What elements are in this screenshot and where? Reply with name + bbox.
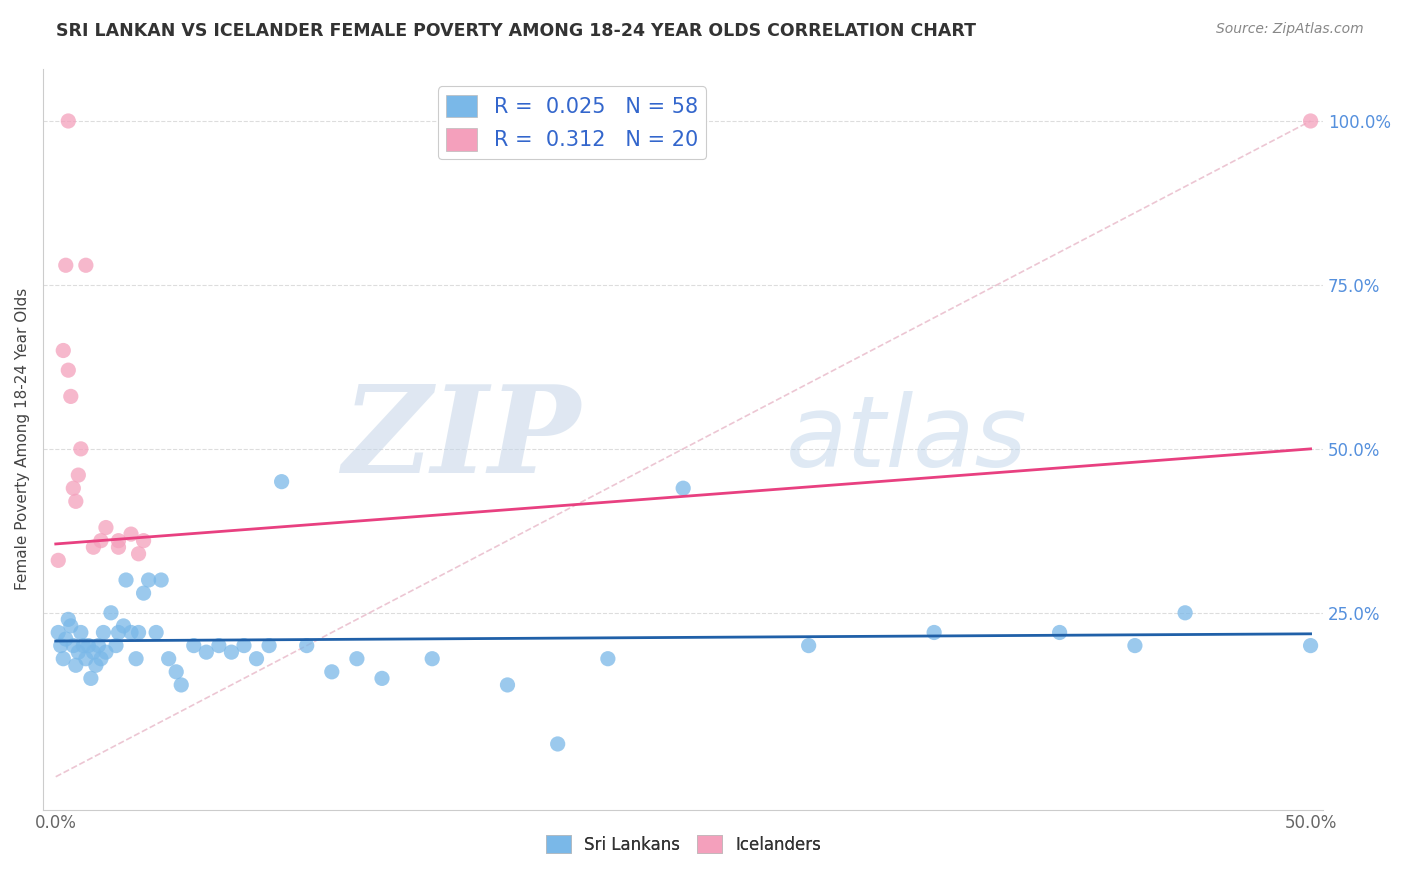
Point	[90, 651, 112, 665]
Point	[58, 363, 80, 377]
Point	[295, 639, 318, 653]
Point	[797, 639, 820, 653]
Point	[1299, 639, 1322, 653]
Point	[67, 468, 90, 483]
Point	[104, 639, 127, 653]
Point	[58, 612, 80, 626]
Point	[371, 672, 394, 686]
Point	[596, 651, 619, 665]
Point	[77, 639, 100, 653]
Point	[87, 639, 110, 653]
Point	[75, 651, 97, 665]
Point	[138, 573, 160, 587]
Point	[80, 672, 103, 686]
Point	[547, 737, 569, 751]
Point	[132, 533, 155, 548]
Point	[52, 343, 75, 358]
Text: ZIP: ZIP	[343, 380, 581, 499]
Point	[49, 639, 72, 653]
Point	[84, 658, 107, 673]
Legend: Sri Lankans, Icelanders: Sri Lankans, Icelanders	[538, 829, 828, 861]
Point	[59, 619, 82, 633]
Point	[46, 553, 69, 567]
Point	[65, 494, 87, 508]
Text: SRI LANKAN VS ICELANDER FEMALE POVERTY AMONG 18-24 YEAR OLDS CORRELATION CHART: SRI LANKAN VS ICELANDER FEMALE POVERTY A…	[56, 22, 976, 40]
Point	[62, 481, 84, 495]
Point	[55, 632, 77, 646]
Point	[1299, 114, 1322, 128]
Point	[55, 258, 77, 272]
Point	[145, 625, 167, 640]
Point	[922, 625, 945, 640]
Point	[321, 665, 343, 679]
Point	[165, 665, 187, 679]
Point	[157, 651, 180, 665]
Point	[128, 547, 150, 561]
Point	[346, 651, 368, 665]
Point	[115, 573, 138, 587]
Point	[420, 651, 443, 665]
Text: atlas: atlas	[786, 391, 1028, 488]
Point	[52, 651, 75, 665]
Point	[1049, 625, 1071, 640]
Point	[183, 639, 205, 653]
Point	[132, 586, 155, 600]
Point	[94, 645, 117, 659]
Point	[62, 639, 84, 653]
Point	[46, 625, 69, 640]
Y-axis label: Female Poverty Among 18-24 Year Olds: Female Poverty Among 18-24 Year Olds	[15, 288, 30, 591]
Point	[150, 573, 173, 587]
Point	[93, 625, 115, 640]
Point	[496, 678, 519, 692]
Point	[1123, 639, 1146, 653]
Point	[100, 606, 122, 620]
Point	[221, 645, 243, 659]
Point	[75, 258, 97, 272]
Text: Source: ZipAtlas.com: Source: ZipAtlas.com	[1216, 22, 1364, 37]
Point	[245, 651, 267, 665]
Point	[195, 645, 218, 659]
Point	[69, 442, 91, 456]
Point	[672, 481, 695, 495]
Point	[233, 639, 256, 653]
Point	[59, 389, 82, 403]
Point	[270, 475, 292, 489]
Point	[120, 625, 142, 640]
Point	[107, 540, 129, 554]
Point	[107, 533, 129, 548]
Point	[69, 625, 91, 640]
Point	[72, 639, 94, 653]
Point	[58, 114, 80, 128]
Point	[208, 639, 231, 653]
Point	[67, 645, 90, 659]
Point	[128, 625, 150, 640]
Point	[1174, 606, 1197, 620]
Point	[257, 639, 280, 653]
Point	[65, 658, 87, 673]
Point	[170, 678, 193, 692]
Point	[120, 527, 142, 541]
Point	[82, 645, 104, 659]
Point	[112, 619, 135, 633]
Point	[82, 540, 104, 554]
Point	[107, 625, 129, 640]
Point	[90, 533, 112, 548]
Point	[125, 651, 148, 665]
Point	[94, 520, 117, 534]
